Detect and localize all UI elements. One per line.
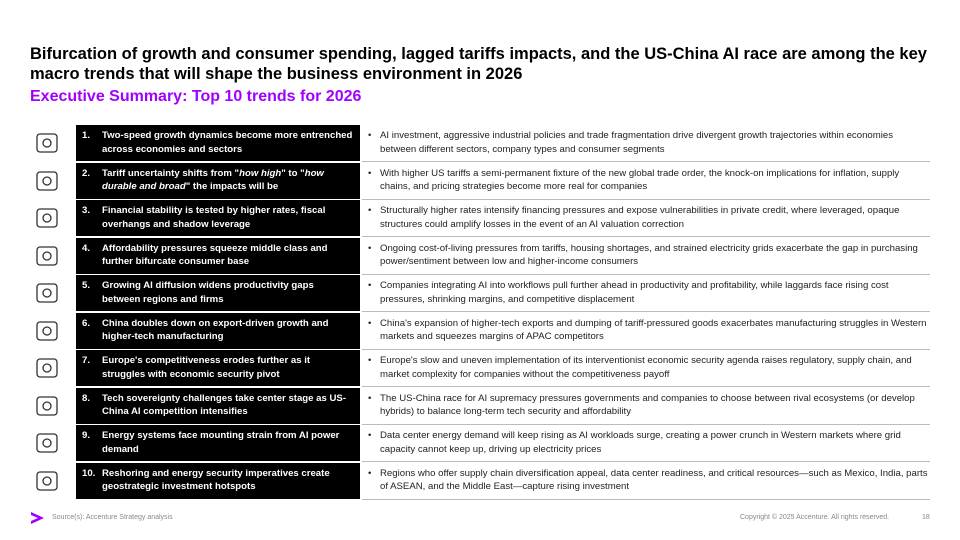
icon [32, 394, 62, 420]
logo [31, 512, 44, 524]
table-row: 4. Affordability pressures squeeze middle… [30, 237, 930, 276]
trend-segment: Energy systems face mounting strain from… [102, 430, 340, 455]
trend-number: 6. [82, 317, 91, 329]
trend-segment: Tariff uncertainty shifts from " [102, 167, 240, 179]
icon [32, 169, 62, 195]
trend-segment: Tech sovereignty challenges take center … [102, 392, 347, 418]
table-row: 7. Europe's competitiveness erodes furthe… [30, 350, 930, 388]
description: Data center energy demand will keep risi… [362, 425, 930, 462]
description: The US-China race for AI supremacy press… [362, 388, 930, 425]
description: China's expansion of higher-tech exports… [362, 313, 930, 350]
icon-shape [36, 245, 58, 266]
table-row: 3. Financial stability is tested by highe… [30, 200, 930, 238]
trend-segment: how durable and broad [102, 167, 324, 193]
trend-number: 5. [82, 280, 91, 291]
icon [32, 244, 62, 270]
icon [32, 319, 62, 345]
trend-segment: how high [239, 167, 282, 179]
copyright: Copyright © 2025 Accenture. All rights r… [740, 514, 890, 521]
trend-segment: Reshoring and energy security imperative… [102, 467, 330, 493]
icon [32, 431, 62, 457]
trend-text: Tariff uncertainty shifts from "how high… [102, 167, 354, 199]
icon-shape [36, 433, 58, 453]
slide-subtitle: Executive Summary: Top 10 trends for 202… [30, 88, 362, 105]
icon-shape [36, 395, 58, 416]
trend-text: Growing AI diffusion widens productivity… [102, 279, 354, 311]
trend-text: Two-speed growth dynamics become more en… [102, 129, 354, 161]
table-row: 6. China doubles down on export-driven gr… [30, 312, 930, 351]
icon-shape [36, 208, 58, 228]
description: AI investment, aggressive industrial pol… [362, 125, 930, 162]
trend-number: 10. [82, 467, 96, 479]
icon-shape [36, 470, 58, 491]
trend-cell: 6. China doubles down on export-driven gr… [76, 312, 360, 349]
table-row: 1. Two-speed growth dynamics become more … [30, 125, 930, 163]
trend-cell: 4. Affordability pressures squeeze middle… [76, 237, 360, 274]
source: Source(s): Accenture Strategy analysis [52, 514, 173, 521]
icon-shape [36, 170, 58, 191]
trend-segment: Europe's competitiveness erodes further … [102, 355, 311, 380]
description: Ongoing cost-of-living pressures from ta… [362, 238, 930, 275]
trend-text: Europe's competitiveness erodes further … [102, 354, 354, 386]
trend-cell: 2. Tariff uncertainty shifts from "how hi… [76, 162, 360, 199]
trend-cell: 1. Two-speed growth dynamics become more … [76, 125, 360, 161]
trend-cell: 8. Tech sovereignty challenges take cente… [76, 387, 360, 424]
description: Europe's slow and uneven implementation … [362, 350, 930, 387]
trend-segment: Financial stability is tested by higher … [102, 205, 326, 230]
table-row: 9. Energy systems face mounting strain fr… [30, 425, 930, 463]
description: Companies integrating AI into workflows … [362, 275, 930, 312]
description: Structurally higher rates intensify fina… [362, 200, 930, 237]
icon [32, 356, 62, 382]
trend-number: 7. [82, 355, 91, 366]
trend-segment: Two-speed growth dynamics become more en… [102, 130, 353, 155]
trend-text: China doubles down on export-driven grow… [102, 317, 354, 349]
icon [32, 131, 62, 157]
trend-text: Reshoring and energy security imperative… [102, 467, 354, 499]
trend-segment: " to " [281, 167, 305, 179]
trend-number: 3. [82, 205, 91, 216]
trend-number: 4. [82, 242, 91, 254]
trend-segment: China doubles down on export-driven grow… [102, 317, 329, 343]
trend-cell: 9. Energy systems face mounting strain fr… [76, 425, 360, 461]
trend-cell: 5. Growing AI diffusion widens productivi… [76, 275, 360, 311]
trend-cell: 3. Financial stability is tested by highe… [76, 200, 360, 236]
trend-cell: 7. Europe's competitiveness erodes furthe… [76, 350, 360, 386]
trend-text: Energy systems face mounting strain from… [102, 429, 354, 461]
page-number: 18 [922, 514, 930, 521]
trend-segment: Affordability pressures squeeze middle c… [102, 242, 328, 268]
icon-shape [36, 320, 58, 341]
description: With higher US tariffs a semi-permanent … [362, 163, 930, 200]
table-row: 5. Growing AI diffusion widens productivi… [30, 275, 930, 313]
icon [32, 469, 62, 495]
trend-text: Tech sovereignty challenges take center … [102, 392, 354, 424]
icon [32, 281, 62, 307]
trend-number: 8. [82, 392, 91, 404]
table-row: 8. Tech sovereignty challenges take cente… [30, 387, 930, 426]
trend-text: Affordability pressures squeeze middle c… [102, 242, 354, 274]
trend-number: 9. [82, 430, 91, 441]
trend-number: 2. [82, 167, 91, 179]
trend-segment: Growing AI diffusion widens productivity… [102, 280, 314, 305]
icon [32, 206, 62, 232]
trend-text: Financial stability is tested by higher … [102, 204, 354, 236]
slide-title: Bifurcation of growth and consumer spend… [30, 45, 927, 83]
icon-shape [36, 283, 58, 303]
icon-shape [36, 133, 58, 153]
trend-number: 1. [82, 130, 91, 141]
table-row: 2. Tariff uncertainty shifts from "how hi… [30, 162, 930, 201]
table-row: 10. Reshoring and energy security imperat… [30, 462, 930, 501]
trend-segment: " the impacts will be [185, 181, 279, 192]
trend-cell: 10. Reshoring and energy security imperat… [76, 462, 360, 499]
icon-shape [36, 358, 58, 378]
description: Regions who offer supply chain diversifi… [362, 463, 930, 500]
